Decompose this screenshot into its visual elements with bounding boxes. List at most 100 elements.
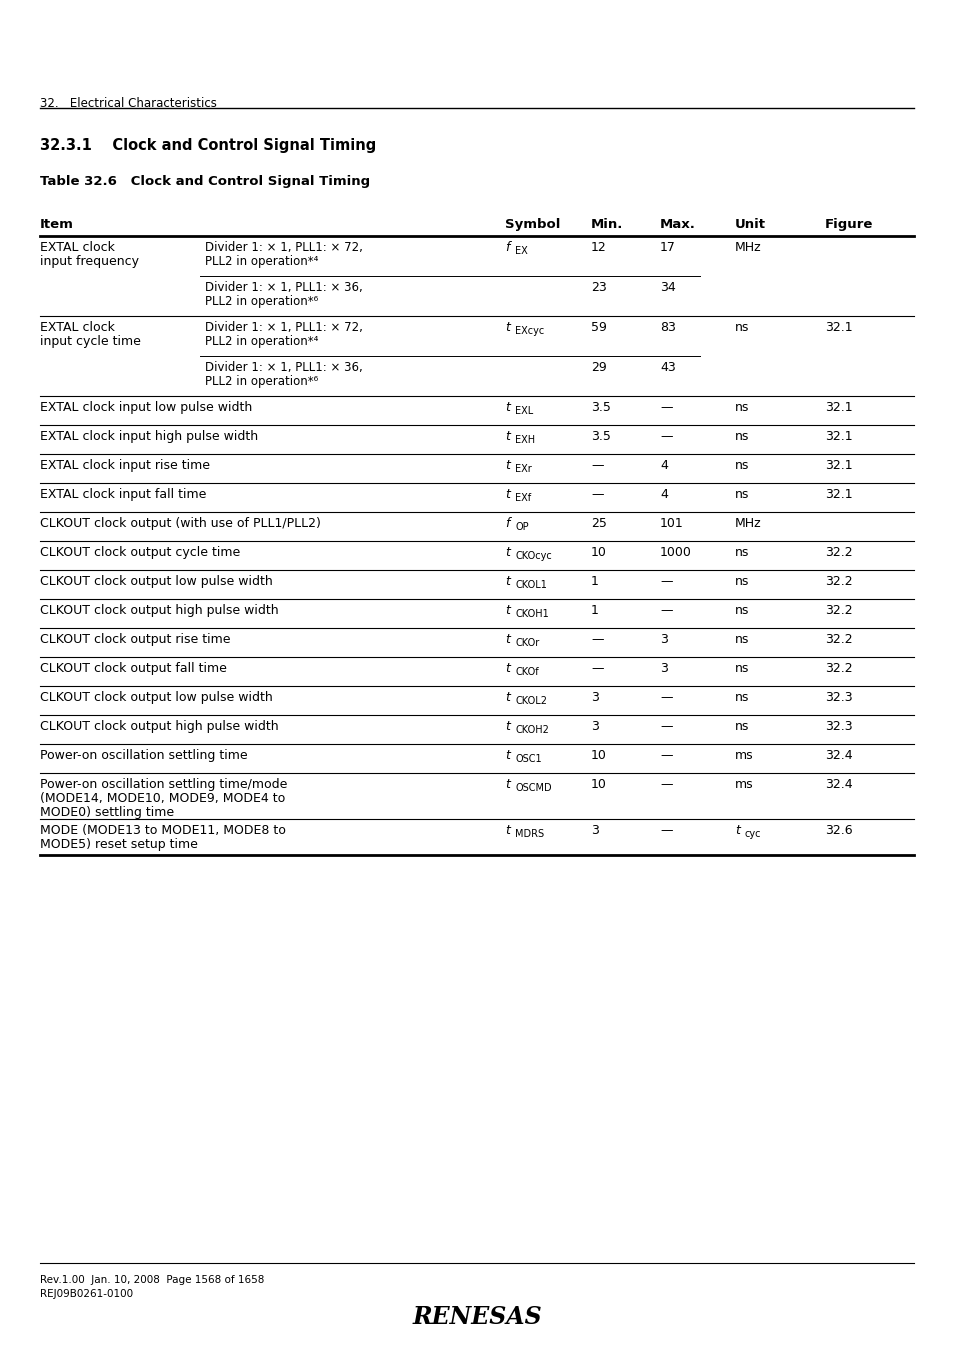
Text: PLL2 in operation*⁴: PLL2 in operation*⁴ xyxy=(205,255,318,269)
Text: —: — xyxy=(659,401,672,414)
Text: 43: 43 xyxy=(659,360,675,374)
Text: —: — xyxy=(590,662,603,675)
Text: —: — xyxy=(659,720,672,733)
Text: CKOf: CKOf xyxy=(515,667,538,676)
Text: 17: 17 xyxy=(659,242,675,254)
Text: Item: Item xyxy=(40,217,73,231)
Text: t: t xyxy=(504,401,509,414)
Text: t: t xyxy=(504,459,509,472)
Text: MODE5) reset setup time: MODE5) reset setup time xyxy=(40,838,197,850)
Text: 10: 10 xyxy=(590,545,606,559)
Text: —: — xyxy=(659,749,672,761)
Text: Power-on oscillation settling time: Power-on oscillation settling time xyxy=(40,749,248,761)
Text: ns: ns xyxy=(734,401,749,414)
Text: 3: 3 xyxy=(590,691,598,703)
Text: EXTAL clock input fall time: EXTAL clock input fall time xyxy=(40,487,206,501)
Text: 3.5: 3.5 xyxy=(590,431,610,443)
Text: t: t xyxy=(504,431,509,443)
Text: 32.1: 32.1 xyxy=(824,431,852,443)
Text: ns: ns xyxy=(734,691,749,703)
Text: 83: 83 xyxy=(659,321,675,333)
Text: 32.3.1    Clock and Control Signal Timing: 32.3.1 Clock and Control Signal Timing xyxy=(40,138,375,153)
Text: ns: ns xyxy=(734,603,749,617)
Text: 10: 10 xyxy=(590,778,606,791)
Text: —: — xyxy=(659,603,672,617)
Text: Divider 1: × 1, PLL1: × 72,: Divider 1: × 1, PLL1: × 72, xyxy=(205,242,362,254)
Text: —: — xyxy=(590,487,603,501)
Text: Min.: Min. xyxy=(590,217,622,231)
Text: CLKOUT clock output high pulse width: CLKOUT clock output high pulse width xyxy=(40,720,278,733)
Text: CLKOUT clock output fall time: CLKOUT clock output fall time xyxy=(40,662,227,675)
Text: —: — xyxy=(659,691,672,703)
Text: REJ09B0261-0100: REJ09B0261-0100 xyxy=(40,1289,133,1299)
Text: Divider 1: × 1, PLL1: × 36,: Divider 1: × 1, PLL1: × 36, xyxy=(205,281,362,294)
Text: Divider 1: × 1, PLL1: × 36,: Divider 1: × 1, PLL1: × 36, xyxy=(205,360,362,374)
Text: input cycle time: input cycle time xyxy=(40,335,141,348)
Text: 1: 1 xyxy=(590,575,598,589)
Text: —: — xyxy=(659,824,672,837)
Text: Figure: Figure xyxy=(824,217,872,231)
Text: ns: ns xyxy=(734,487,749,501)
Text: ns: ns xyxy=(734,321,749,333)
Text: EXTAL clock input rise time: EXTAL clock input rise time xyxy=(40,459,210,472)
Text: CKOH2: CKOH2 xyxy=(515,725,548,734)
Text: Table 32.6   Clock and Control Signal Timing: Table 32.6 Clock and Control Signal Timi… xyxy=(40,176,370,188)
Text: t: t xyxy=(504,321,509,333)
Text: —: — xyxy=(590,633,603,647)
Text: OSC1: OSC1 xyxy=(515,755,541,764)
Text: —: — xyxy=(590,459,603,472)
Text: Unit: Unit xyxy=(734,217,765,231)
Text: f: f xyxy=(504,242,509,254)
Text: MHz: MHz xyxy=(734,242,760,254)
Text: RENESAS: RENESAS xyxy=(412,1305,541,1328)
Text: PLL2 in operation*⁴: PLL2 in operation*⁴ xyxy=(205,335,318,348)
Text: CLKOUT clock output (with use of PLL1/PLL2): CLKOUT clock output (with use of PLL1/PL… xyxy=(40,517,320,531)
Text: CKOL1: CKOL1 xyxy=(515,580,546,590)
Text: 1: 1 xyxy=(590,603,598,617)
Text: CKOr: CKOr xyxy=(515,639,538,648)
Text: t: t xyxy=(504,691,509,703)
Text: ms: ms xyxy=(734,778,753,791)
Text: t: t xyxy=(734,824,740,837)
Text: ns: ns xyxy=(734,545,749,559)
Text: t: t xyxy=(504,487,509,501)
Text: Rev.1.00  Jan. 10, 2008  Page 1568 of 1658: Rev.1.00 Jan. 10, 2008 Page 1568 of 1658 xyxy=(40,1274,264,1285)
Text: 32.1: 32.1 xyxy=(824,459,852,472)
Text: ns: ns xyxy=(734,633,749,647)
Text: MODE (MODE13 to MODE11, MODE8 to: MODE (MODE13 to MODE11, MODE8 to xyxy=(40,824,286,837)
Text: EXH: EXH xyxy=(515,435,535,446)
Text: 32.1: 32.1 xyxy=(824,401,852,414)
Text: 10: 10 xyxy=(590,749,606,761)
Text: t: t xyxy=(504,720,509,733)
Text: Max.: Max. xyxy=(659,217,695,231)
Text: EXTAL clock input high pulse width: EXTAL clock input high pulse width xyxy=(40,431,258,443)
Text: Symbol: Symbol xyxy=(504,217,559,231)
Text: 3: 3 xyxy=(590,824,598,837)
Text: f: f xyxy=(504,517,509,531)
Text: 32.   Electrical Characteristics: 32. Electrical Characteristics xyxy=(40,97,216,109)
Text: Divider 1: × 1, PLL1: × 72,: Divider 1: × 1, PLL1: × 72, xyxy=(205,321,362,333)
Text: CKOL2: CKOL2 xyxy=(515,697,546,706)
Text: ms: ms xyxy=(734,749,753,761)
Text: 23: 23 xyxy=(590,281,606,294)
Text: EXL: EXL xyxy=(515,406,533,416)
Text: MODE0) settling time: MODE0) settling time xyxy=(40,806,174,819)
Text: t: t xyxy=(504,749,509,761)
Text: EXTAL clock: EXTAL clock xyxy=(40,321,114,333)
Text: —: — xyxy=(659,778,672,791)
Text: EXf: EXf xyxy=(515,493,531,504)
Text: 32.2: 32.2 xyxy=(824,662,852,675)
Text: ns: ns xyxy=(734,431,749,443)
Text: —: — xyxy=(659,575,672,589)
Text: CKOcyc: CKOcyc xyxy=(515,551,551,562)
Text: input frequency: input frequency xyxy=(40,255,139,269)
Text: 32.2: 32.2 xyxy=(824,575,852,589)
Text: (MODE14, MODE10, MODE9, MODE4 to: (MODE14, MODE10, MODE9, MODE4 to xyxy=(40,792,285,805)
Text: MDRS: MDRS xyxy=(515,829,543,838)
Text: 29: 29 xyxy=(590,360,606,374)
Text: t: t xyxy=(504,633,509,647)
Text: 12: 12 xyxy=(590,242,606,254)
Text: t: t xyxy=(504,662,509,675)
Text: CLKOUT clock output low pulse width: CLKOUT clock output low pulse width xyxy=(40,691,273,703)
Text: ns: ns xyxy=(734,575,749,589)
